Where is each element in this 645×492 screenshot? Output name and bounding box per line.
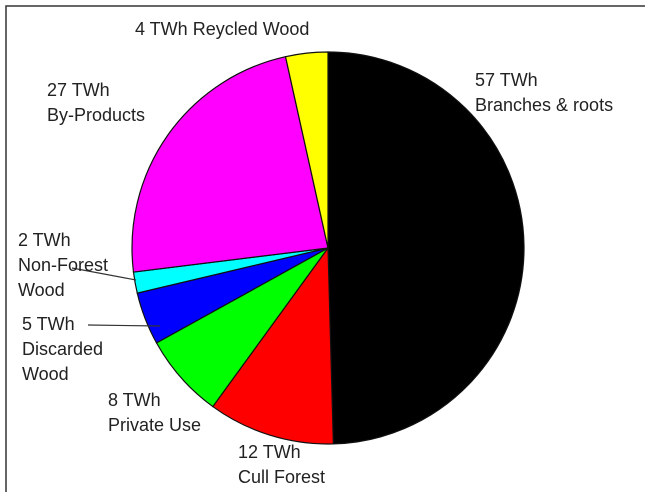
value-label: 12 TWh	[238, 442, 301, 462]
pie-slice	[284, 51, 329, 249]
category-label: Private Use	[108, 415, 202, 435]
frame	[5, 5, 645, 492]
pie-slice	[211, 246, 334, 445]
category-label: Branches & roots	[475, 95, 614, 115]
slice-label: 57 TWh Branches & roots	[475, 68, 613, 118]
pie-slice	[131, 55, 329, 273]
leader-line	[71, 267, 137, 281]
value-label: 27 TWh	[47, 80, 110, 100]
leader-line	[87, 324, 161, 327]
slice-label: 4 TWh Reycled Wood	[135, 17, 309, 42]
category-label: Cull Forest	[238, 467, 326, 487]
value-label: 57 TWh	[475, 70, 538, 90]
slice-label: 5 TWh Discarded Wood	[22, 312, 132, 387]
label-line: 4 TWh Reycled Wood	[135, 17, 309, 42]
value-label: 8 TWh	[108, 390, 161, 410]
pie-slice	[327, 51, 525, 445]
category-label: Reycled Wood	[192, 19, 310, 39]
slice-label: 12 TWh Cull Forest	[238, 440, 325, 490]
slice-label: 2 TWh Non-Forest Wood	[18, 228, 128, 303]
slice-label: 27 TWh By-Products	[47, 78, 145, 128]
category-label: Non-Forest Wood	[18, 255, 109, 300]
value-label: 2 TWh	[18, 230, 71, 250]
category-label: Discarded Wood	[22, 339, 104, 384]
value-label: 5 TWh	[22, 314, 75, 334]
slices	[131, 51, 525, 445]
category-label: By-Products	[47, 105, 146, 125]
slice-label: 8 TWh Private Use	[108, 388, 201, 438]
value-label: 4 TWh	[135, 19, 188, 39]
